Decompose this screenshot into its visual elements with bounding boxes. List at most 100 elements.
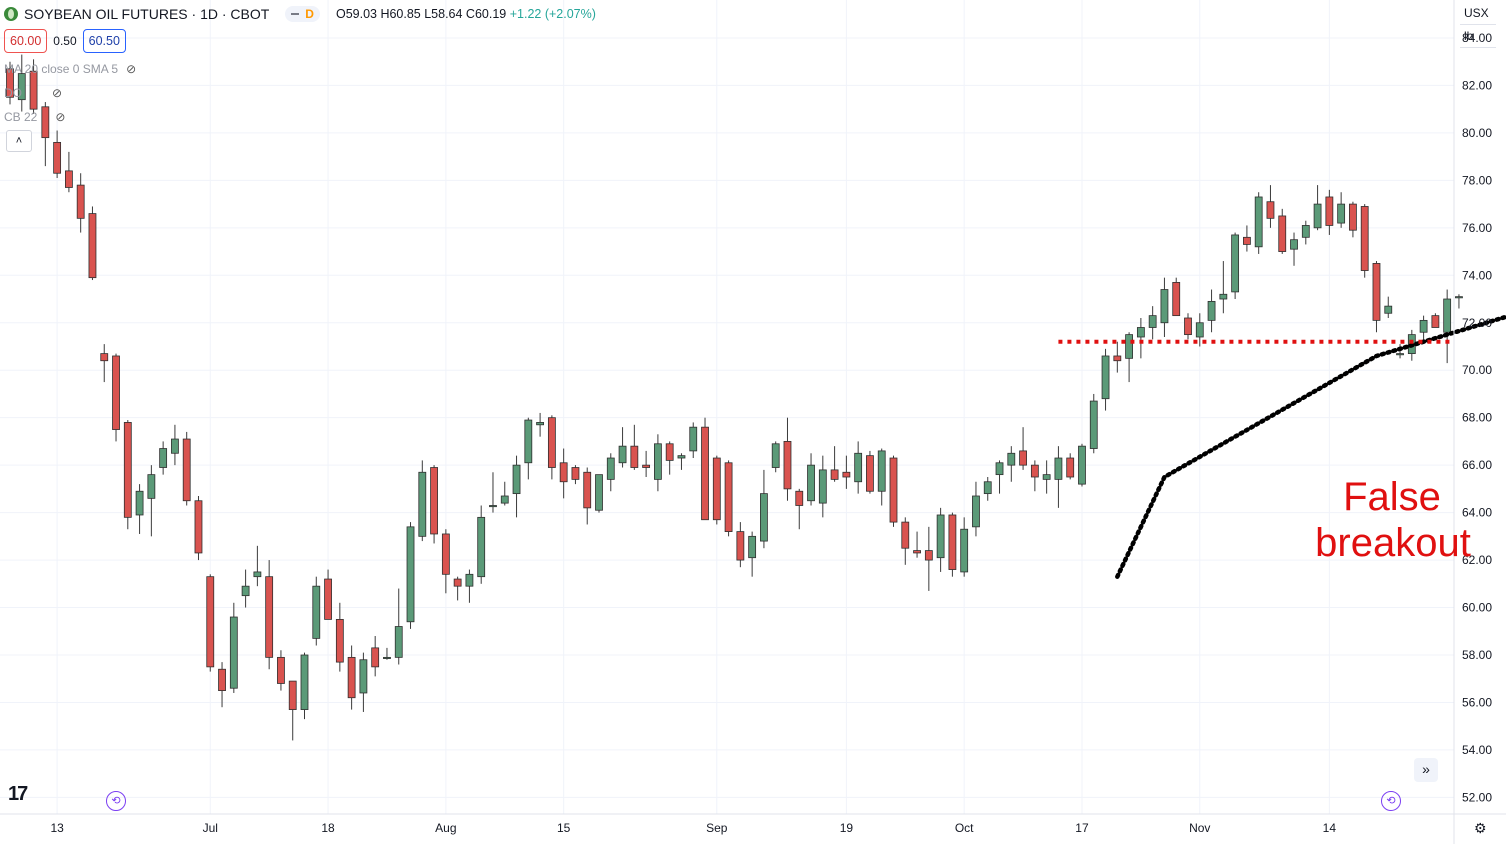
candle-body	[147, 474, 156, 499]
candle-body	[1372, 263, 1381, 321]
ohlc-values: O59.03 H60.85 L58.64 C60.19	[335, 7, 510, 21]
candle-body	[394, 626, 403, 658]
candle	[347, 645, 356, 710]
candle	[760, 469, 768, 549]
candle	[288, 680, 297, 741]
candle-body	[760, 493, 768, 542]
candle	[1384, 296, 1393, 319]
price-axis: 52.00 54.00 56.00 58.00 60.00 62.00 64.00 66.00…	[1462, 31, 1492, 804]
candle	[654, 434, 662, 492]
candle	[1160, 277, 1169, 337]
buy-price-button[interactable]: 60.50	[82, 29, 126, 53]
candle-body	[512, 464, 521, 495]
candle-body	[748, 535, 757, 559]
candle-body	[736, 531, 745, 561]
candle-body	[53, 141, 62, 174]
candle	[983, 477, 992, 501]
time-tick-label: Sep	[706, 821, 728, 835]
scroll-to-end-button[interactable]: »	[1414, 758, 1438, 782]
eye-hidden-icon[interactable]: ⊘	[126, 62, 137, 76]
time-tick-label: Nov	[1189, 821, 1210, 835]
time-tick-label: 17	[1075, 821, 1089, 835]
candle-body	[300, 654, 309, 710]
tradingview-logo-icon[interactable]: 17	[8, 783, 28, 805]
eye-hidden-icon[interactable]: ⊘	[52, 86, 63, 100]
candle-body	[807, 464, 815, 502]
candle	[335, 602, 344, 672]
candle-body	[500, 495, 509, 504]
symbol-title[interactable]: SOYBEAN OIL FUTURES · 1D · CBOT	[24, 6, 270, 22]
price-tick-label: 72.00	[1462, 316, 1492, 330]
candle	[1207, 289, 1216, 333]
candle	[571, 465, 580, 485]
candle	[1337, 192, 1346, 228]
time-tick-label: 18	[321, 821, 335, 835]
candle	[1007, 446, 1016, 482]
candle-body	[1278, 215, 1287, 252]
candle	[1349, 201, 1357, 238]
candle-body	[112, 355, 120, 430]
collapse-legend-button[interactable]: ˄	[6, 130, 32, 152]
candle-body	[1349, 203, 1357, 231]
candle	[606, 453, 615, 492]
price-tick-label: 78.00	[1462, 173, 1492, 187]
symbol-logo-icon	[4, 7, 18, 21]
candle-body	[595, 474, 603, 511]
candle	[123, 420, 132, 530]
candle	[112, 353, 120, 442]
currency-selector[interactable]: USX	[1460, 2, 1496, 25]
candle	[1089, 393, 1098, 454]
unit-selector[interactable]: lb	[1460, 25, 1496, 48]
time-tick-label: Oct	[955, 821, 974, 835]
price-tick-label: 64.00	[1462, 506, 1492, 520]
candle-body	[583, 471, 592, 509]
candle	[665, 441, 674, 475]
candle-body	[100, 353, 109, 362]
candle-body	[277, 656, 285, 684]
data-status-pill[interactable]: D	[285, 6, 320, 22]
candle	[1125, 332, 1133, 383]
candle-body	[1113, 355, 1122, 362]
candle-body	[88, 213, 97, 279]
time-tick-label: Aug	[435, 821, 456, 835]
candle	[489, 472, 497, 513]
candle	[677, 453, 686, 470]
candle	[53, 130, 62, 178]
candle-body	[441, 533, 450, 575]
candle	[253, 545, 262, 587]
spread-value: 0.50	[53, 34, 77, 48]
indicator-ma[interactable]: MA 20 close 0 SMA 5 ⊘	[4, 62, 136, 76]
candle	[877, 448, 886, 506]
ohlc-change: +1.22 (+2.07%)	[509, 7, 596, 21]
candle	[701, 417, 709, 521]
candle	[1066, 453, 1075, 480]
indicator-cb[interactable]: CB 22 ⊘	[4, 110, 65, 124]
goto-realtime-icon[interactable]: ⟲	[1381, 791, 1401, 811]
candle-body	[854, 452, 863, 483]
zigzag-pattern-line	[1115, 314, 1506, 579]
candle-body	[842, 471, 851, 478]
candle	[1431, 313, 1440, 328]
candle	[1360, 204, 1369, 278]
candle-body	[41, 106, 50, 139]
candle-body	[347, 656, 356, 699]
price-tick-label: 84.00	[1462, 31, 1492, 45]
candle	[383, 647, 391, 660]
candle-body	[924, 550, 933, 561]
candle	[583, 467, 592, 525]
settings-gear-icon[interactable]: ⚙	[1474, 820, 1487, 836]
candle-body	[936, 514, 945, 559]
goto-date-icon[interactable]: ⟲	[106, 791, 126, 811]
price-tick-label: 54.00	[1462, 743, 1492, 757]
eye-hidden-icon[interactable]: ⊘	[55, 110, 66, 124]
candle-body	[983, 481, 992, 495]
candle-body	[654, 443, 662, 480]
indicator-do[interactable]: DO ⊘	[4, 86, 62, 100]
candle	[1301, 220, 1310, 245]
candle	[1078, 443, 1086, 487]
candle	[536, 412, 544, 437]
candle	[1278, 208, 1287, 254]
candle	[312, 576, 321, 646]
sell-price-button[interactable]: 60.00	[4, 29, 48, 53]
